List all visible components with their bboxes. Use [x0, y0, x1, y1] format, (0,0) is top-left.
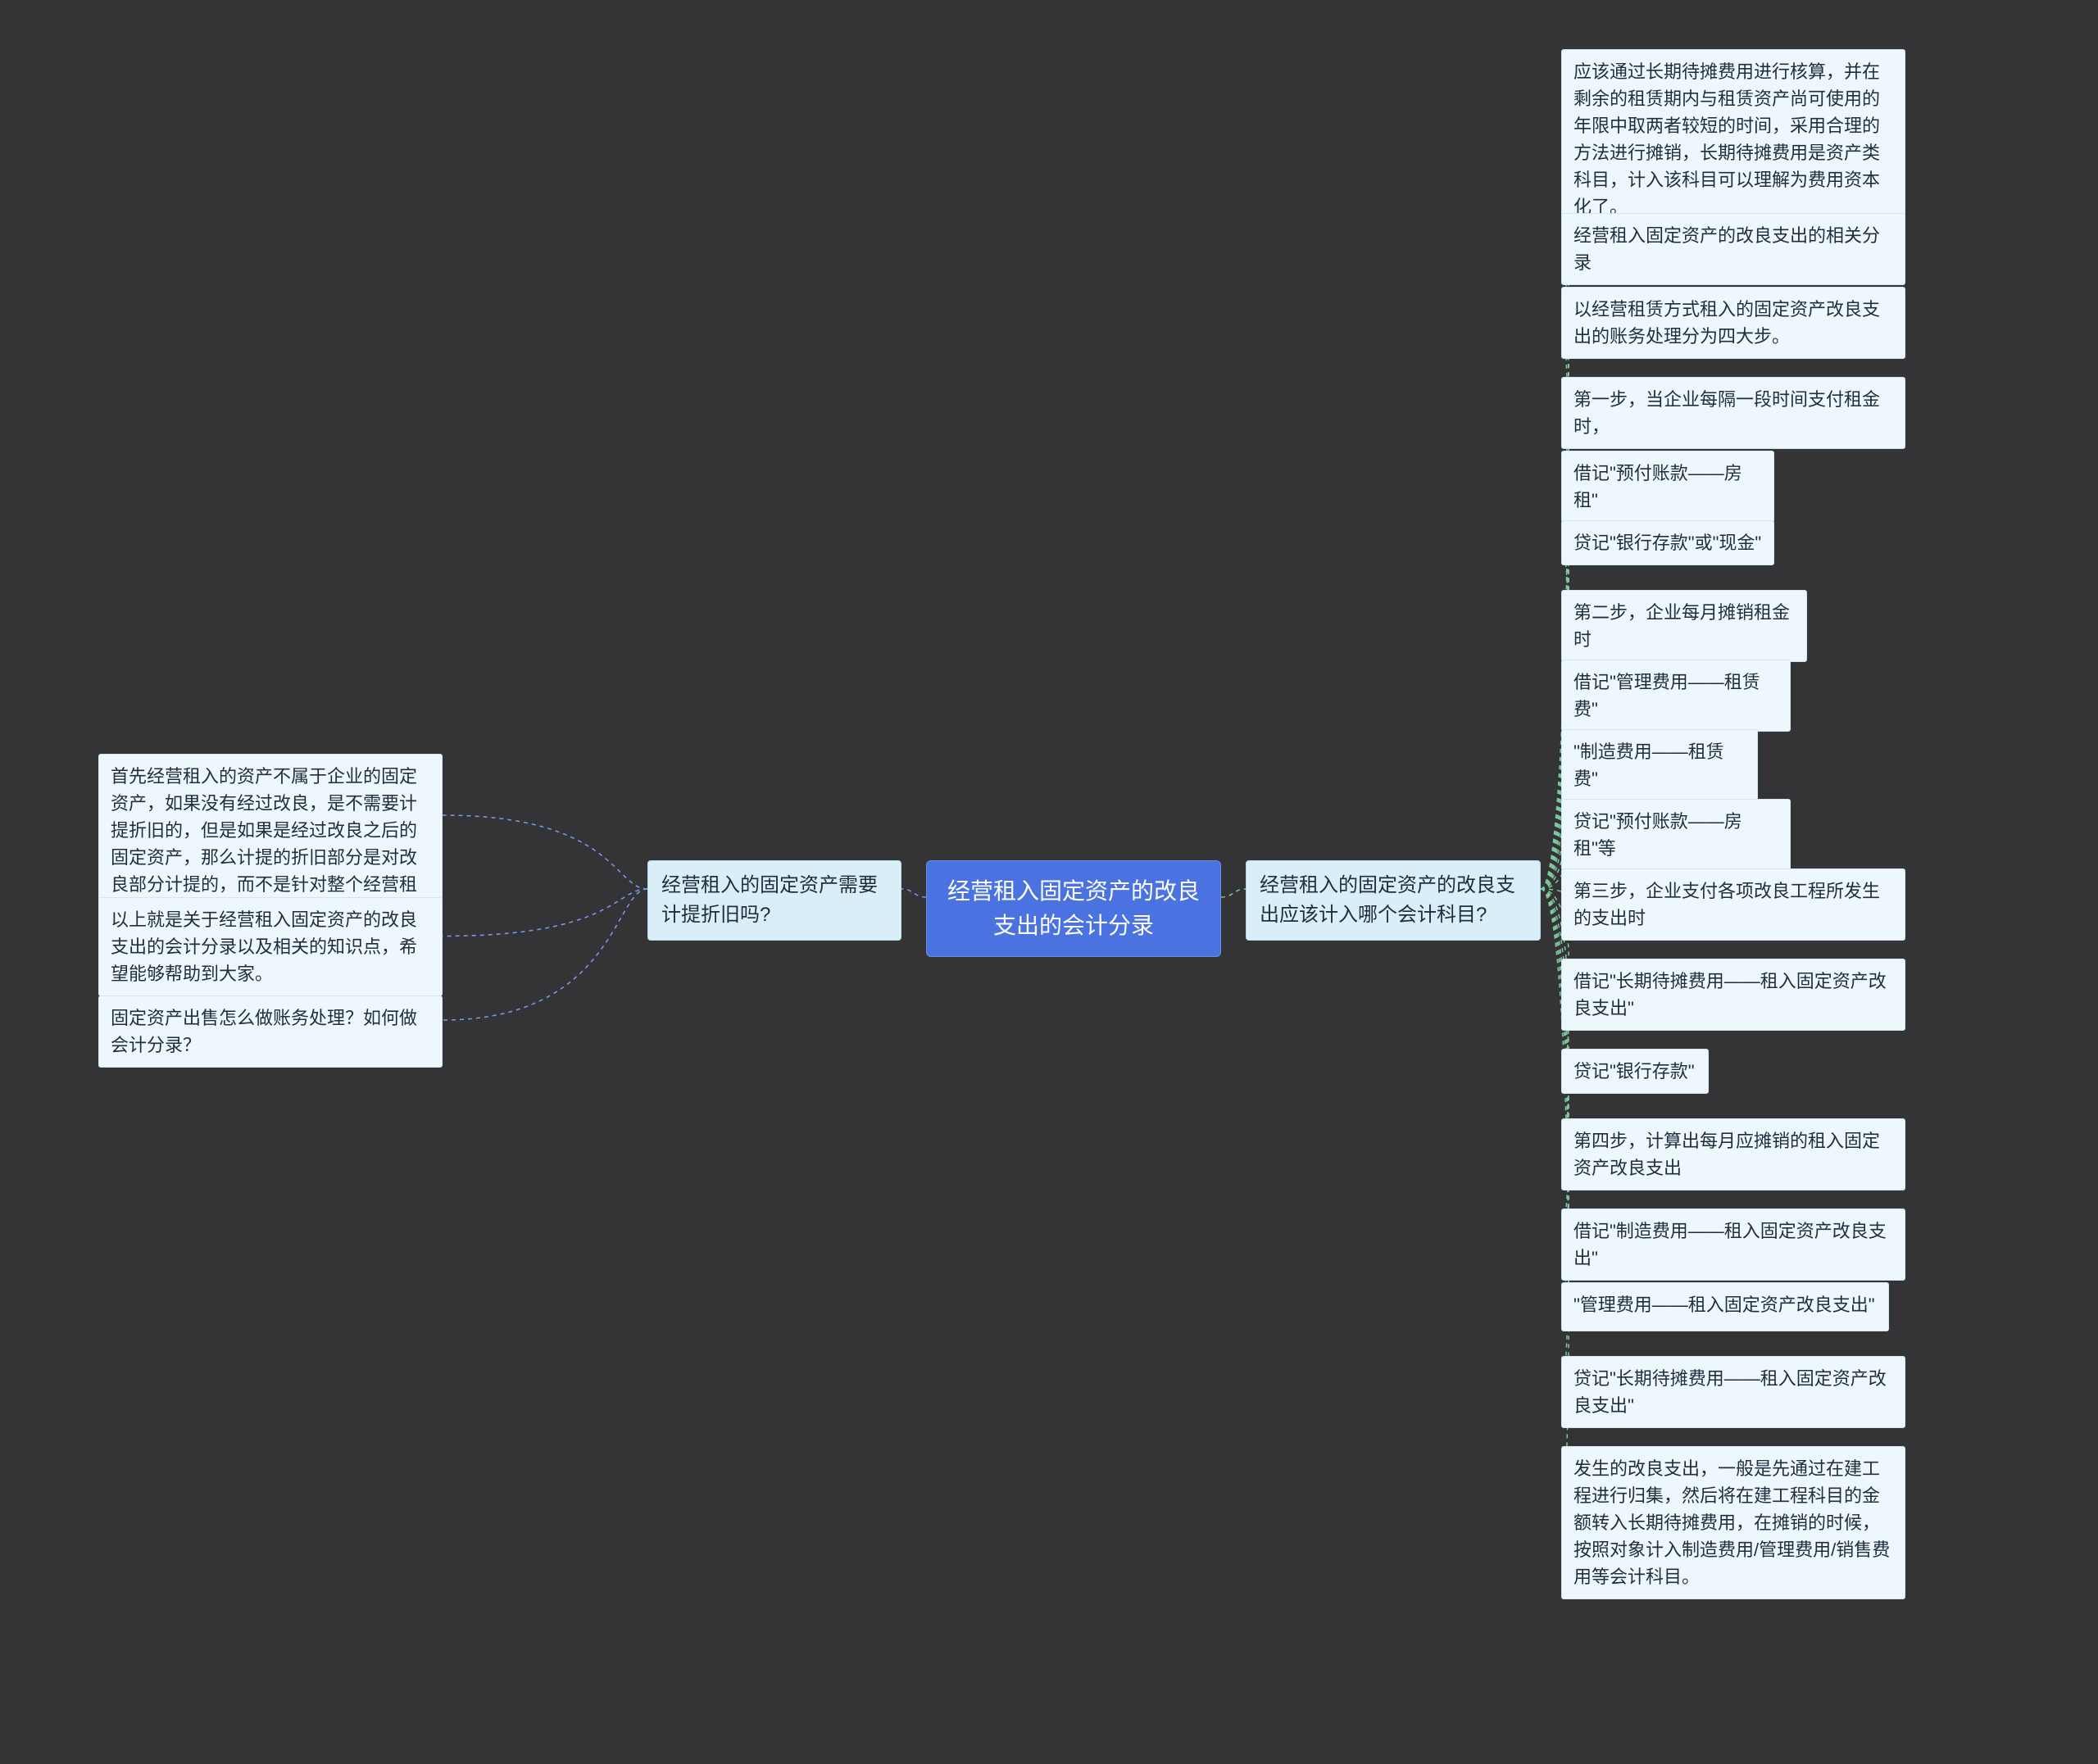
right-leaf-11-label: 借记"长期待摊费用——租入固定资产改良支出"	[1574, 971, 1887, 1018]
right-leaf-6-label: 第二步，企业每月摊销租金时	[1574, 602, 1790, 650]
right-leaf-0-label: 应该通过长期待摊费用进行核算，并在剩余的租赁期内与租赁资产尚可使用的年限中取两者…	[1574, 61, 1880, 217]
right-leaf-8[interactable]: "制造费用——租赁费"	[1561, 729, 1758, 801]
right-leaf-15[interactable]: "管理费用——租入固定资产改良支出"	[1561, 1282, 1889, 1331]
right-leaf-0[interactable]: 应该通过长期待摊费用进行核算，并在剩余的租赁期内与租赁资产尚可使用的年限中取两者…	[1561, 49, 1905, 229]
right-leaf-11[interactable]: 借记"长期待摊费用——租入固定资产改良支出"	[1561, 959, 1905, 1031]
right-leaf-16-label: 贷记"长期待摊费用——租入固定资产改良支出"	[1574, 1368, 1887, 1416]
right-leaf-9-label: 贷记"预付账款——房租"等	[1574, 811, 1742, 859]
left-branch-node[interactable]: 经营租入的固定资产需要计提折旧吗?	[647, 860, 901, 941]
right-branch-node-label: 经营租入的固定资产的改良支出应该计入哪个会计科目?	[1260, 874, 1515, 926]
right-leaf-1[interactable]: 经营租入固定资产的改良支出的相关分录	[1561, 213, 1905, 285]
right-leaf-15-label: "管理费用——租入固定资产改良支出"	[1574, 1295, 1875, 1315]
right-leaf-14-label: 借记"制造费用——租入固定资产改良支出"	[1574, 1221, 1887, 1268]
root-node[interactable]: 经营租入固定资产的改良支出的会计分录	[926, 860, 1221, 957]
right-leaf-3[interactable]: 第一步，当企业每隔一段时间支付租金时，	[1561, 377, 1905, 449]
right-leaf-13-label: 第四步，计算出每月应摊销的租入固定资产改良支出	[1574, 1131, 1880, 1178]
right-leaf-17[interactable]: 发生的改良支出，一般是先通过在建工程进行归集，然后将在建工程科目的金额转入长期待…	[1561, 1446, 1905, 1599]
right-leaf-17-label: 发生的改良支出，一般是先通过在建工程进行归集，然后将在建工程科目的金额转入长期待…	[1574, 1458, 1890, 1587]
left-leaf-1[interactable]: 以上就是关于经营租入固定资产的改良支出的会计分录以及相关的知识点，希望能够帮助到…	[98, 897, 443, 996]
right-leaf-4[interactable]: 借记"预付账款——房租"	[1561, 451, 1774, 523]
right-branch-node[interactable]: 经营租入的固定资产的改良支出应该计入哪个会计科目?	[1246, 860, 1541, 941]
right-leaf-16[interactable]: 贷记"长期待摊费用——租入固定资产改良支出"	[1561, 1356, 1905, 1428]
right-leaf-7-label: 借记"管理费用——租赁费"	[1574, 672, 1760, 719]
right-leaf-5[interactable]: 贷记"银行存款"或"现金"	[1561, 520, 1774, 565]
root-node-label: 经营租入固定资产的改良支出的会计分录	[947, 878, 1200, 938]
right-leaf-2[interactable]: 以经营租赁方式租入的固定资产改良支出的账务处理分为四大步。	[1561, 287, 1905, 359]
right-leaf-14[interactable]: 借记"制造费用——租入固定资产改良支出"	[1561, 1208, 1905, 1281]
right-leaf-2-label: 以经营租赁方式租入的固定资产改良支出的账务处理分为四大步。	[1574, 299, 1880, 347]
right-leaf-4-label: 借记"预付账款——房租"	[1574, 463, 1742, 510]
left-leaf-2-label: 固定资产出售怎么做账务处理？如何做会计分录？	[111, 1008, 417, 1055]
right-leaf-12[interactable]: 贷记"银行存款"	[1561, 1049, 1709, 1094]
left-branch-node-label: 经营租入的固定资产需要计提折旧吗?	[661, 874, 878, 926]
left-leaf-1-label: 以上就是关于经营租入固定资产的改良支出的会计分录以及相关的知识点，希望能够帮助到…	[111, 909, 417, 984]
right-leaf-13[interactable]: 第四步，计算出每月应摊销的租入固定资产改良支出	[1561, 1118, 1905, 1190]
right-leaf-1-label: 经营租入固定资产的改良支出的相关分录	[1574, 225, 1880, 273]
left-leaf-2[interactable]: 固定资产出售怎么做账务处理？如何做会计分录？	[98, 995, 443, 1068]
right-leaf-6[interactable]: 第二步，企业每月摊销租金时	[1561, 590, 1807, 662]
right-leaf-10[interactable]: 第三步，企业支付各项改良工程所发生的支出时	[1561, 868, 1905, 941]
right-leaf-9[interactable]: 贷记"预付账款——房租"等	[1561, 799, 1791, 871]
right-leaf-8-label: "制造费用——租赁费"	[1574, 741, 1724, 789]
right-leaf-7[interactable]: 借记"管理费用——租赁费"	[1561, 660, 1791, 732]
right-leaf-10-label: 第三步，企业支付各项改良工程所发生的支出时	[1574, 881, 1880, 928]
mindmap-canvas: 经营租入固定资产的改良支出的会计分录经营租入的固定资产需要计提折旧吗?首先经营租…	[0, 0, 2098, 1764]
right-leaf-3-label: 第一步，当企业每隔一段时间支付租金时，	[1574, 389, 1880, 437]
right-leaf-12-label: 贷记"银行存款"	[1574, 1061, 1695, 1082]
right-leaf-5-label: 贷记"银行存款"或"现金"	[1574, 533, 1761, 553]
